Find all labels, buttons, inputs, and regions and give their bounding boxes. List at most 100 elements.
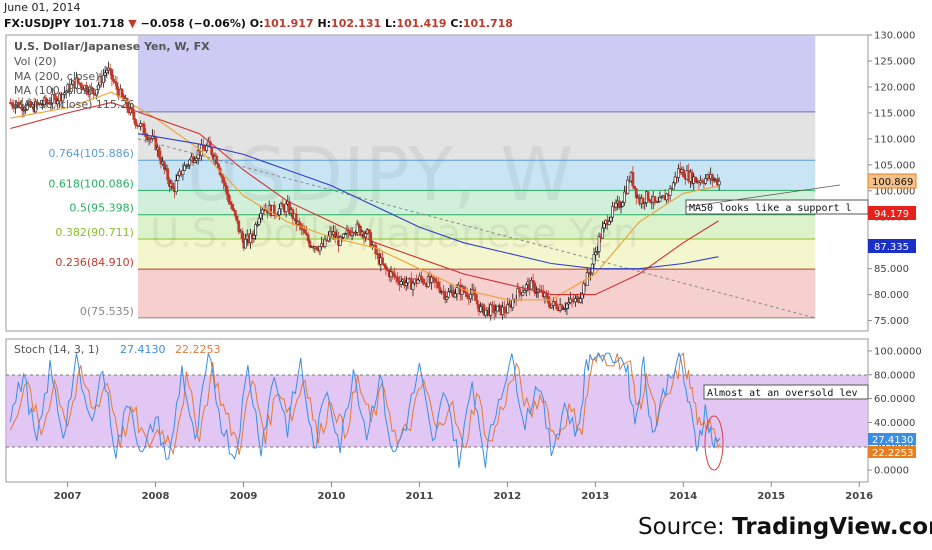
down-arrow-icon: ▼ — [128, 17, 137, 30]
legend-ma200[interactable]: MA (200, close) — [14, 70, 99, 83]
ma50-note-pointer — [685, 184, 841, 208]
stoch-k-value: 27.4130 — [120, 343, 166, 356]
fib-label: 0.236(84.910) — [55, 256, 134, 269]
candle — [355, 223, 359, 233]
candle — [389, 271, 393, 278]
candle — [215, 155, 219, 165]
fib-label: 0.382(90.711) — [55, 226, 134, 239]
ma200-line[interactable] — [137, 133, 719, 270]
candle — [545, 292, 549, 297]
legend-ma100[interactable]: MA (100, close) — [14, 84, 99, 97]
candle — [315, 246, 318, 250]
candle — [392, 272, 396, 277]
candle — [665, 193, 669, 201]
candle — [386, 268, 390, 271]
candle — [704, 178, 708, 184]
candle — [496, 305, 499, 312]
stoch-k-tag-text: 27.4130 — [872, 435, 913, 446]
time-tick-label: 2016 — [845, 491, 873, 502]
time-tick-label: 2014 — [669, 491, 697, 502]
candle — [195, 158, 198, 161]
price-tick-label: 85.000 — [874, 264, 909, 275]
candle — [205, 145, 209, 152]
candle — [113, 81, 117, 83]
candle — [399, 281, 403, 285]
candle — [186, 164, 190, 167]
candle — [381, 257, 384, 264]
candle — [445, 296, 449, 300]
ma100-tag-text: 94.179 — [874, 209, 909, 220]
candle — [382, 263, 386, 267]
candle — [672, 182, 675, 190]
candle — [404, 282, 408, 286]
low-value: 101.419 — [396, 17, 447, 30]
time-tick-label: 2008 — [142, 491, 170, 502]
candle — [277, 208, 281, 216]
candle — [359, 225, 362, 235]
candle — [227, 193, 231, 202]
candle — [619, 206, 623, 208]
ma50-line[interactable] — [10, 91, 719, 301]
candle — [255, 223, 259, 226]
candle — [142, 123, 146, 134]
candle — [611, 206, 614, 218]
candle — [658, 197, 662, 202]
time-tick-label: 2011 — [405, 491, 433, 502]
candle — [589, 272, 592, 275]
candle — [44, 97, 48, 103]
source-brand: TradingView.com — [732, 514, 932, 540]
candle — [159, 157, 163, 165]
candle — [232, 208, 236, 211]
high-label: H: — [317, 17, 332, 30]
candle — [305, 232, 308, 235]
candle — [601, 227, 604, 239]
candle — [411, 282, 415, 290]
stoch-d-line[interactable] — [9, 351, 721, 456]
time-tick-label: 2015 — [757, 491, 785, 502]
candle — [108, 67, 112, 70]
candle — [406, 277, 410, 284]
quote-line: FX:USDJPY 101.718 ▼ −0.058 (−0.06%) O:10… — [4, 17, 513, 30]
candle — [396, 276, 400, 282]
candle — [217, 163, 220, 169]
stoch-d-tag — [868, 446, 916, 458]
price-tick-label: 80.000 — [874, 290, 909, 301]
candle — [157, 147, 161, 158]
stoch-k-line[interactable] — [9, 351, 721, 468]
candle — [430, 276, 433, 283]
stoch-tick-label: 60.0000 — [874, 394, 915, 405]
stoch-tick-label: 100.0000 — [874, 346, 922, 357]
candle — [85, 85, 88, 93]
symbol[interactable]: FX:USDJPY — [4, 17, 71, 30]
ma100-line[interactable] — [10, 101, 719, 296]
candle — [609, 216, 613, 222]
legend-ma50[interactable]: MA (50, close) 115.26 — [14, 98, 134, 111]
time-tick-label: 2009 — [230, 491, 258, 502]
candle — [597, 236, 601, 252]
candle — [570, 298, 574, 301]
stoch-note: Almost at an oversold lev — [707, 388, 858, 399]
candle — [595, 251, 599, 253]
candle — [237, 220, 241, 232]
stoch-note-box[interactable] — [703, 384, 869, 400]
ma50-note: MA50 looks like a support l — [689, 203, 852, 214]
candle — [29, 101, 33, 108]
candle — [443, 291, 447, 300]
chart-canvas[interactable]: USDJPY, W U.S. Dollar/Japanese Yen 0.764… — [0, 0, 932, 510]
candle — [210, 146, 214, 155]
price-tick-label: 105.000 — [874, 160, 915, 171]
candle — [10, 102, 14, 107]
candle — [607, 220, 611, 225]
candle — [465, 292, 469, 298]
candle — [641, 198, 645, 204]
candle — [228, 201, 232, 205]
candle — [533, 282, 537, 293]
candle — [112, 78, 115, 82]
legend-vol[interactable]: Vol (20) — [14, 55, 57, 68]
candle — [252, 235, 256, 239]
candle — [323, 238, 327, 247]
candle — [447, 291, 450, 298]
candle — [602, 223, 606, 229]
stoch-title[interactable]: Stoch (14, 3, 1) — [14, 343, 99, 356]
candle — [631, 172, 635, 187]
